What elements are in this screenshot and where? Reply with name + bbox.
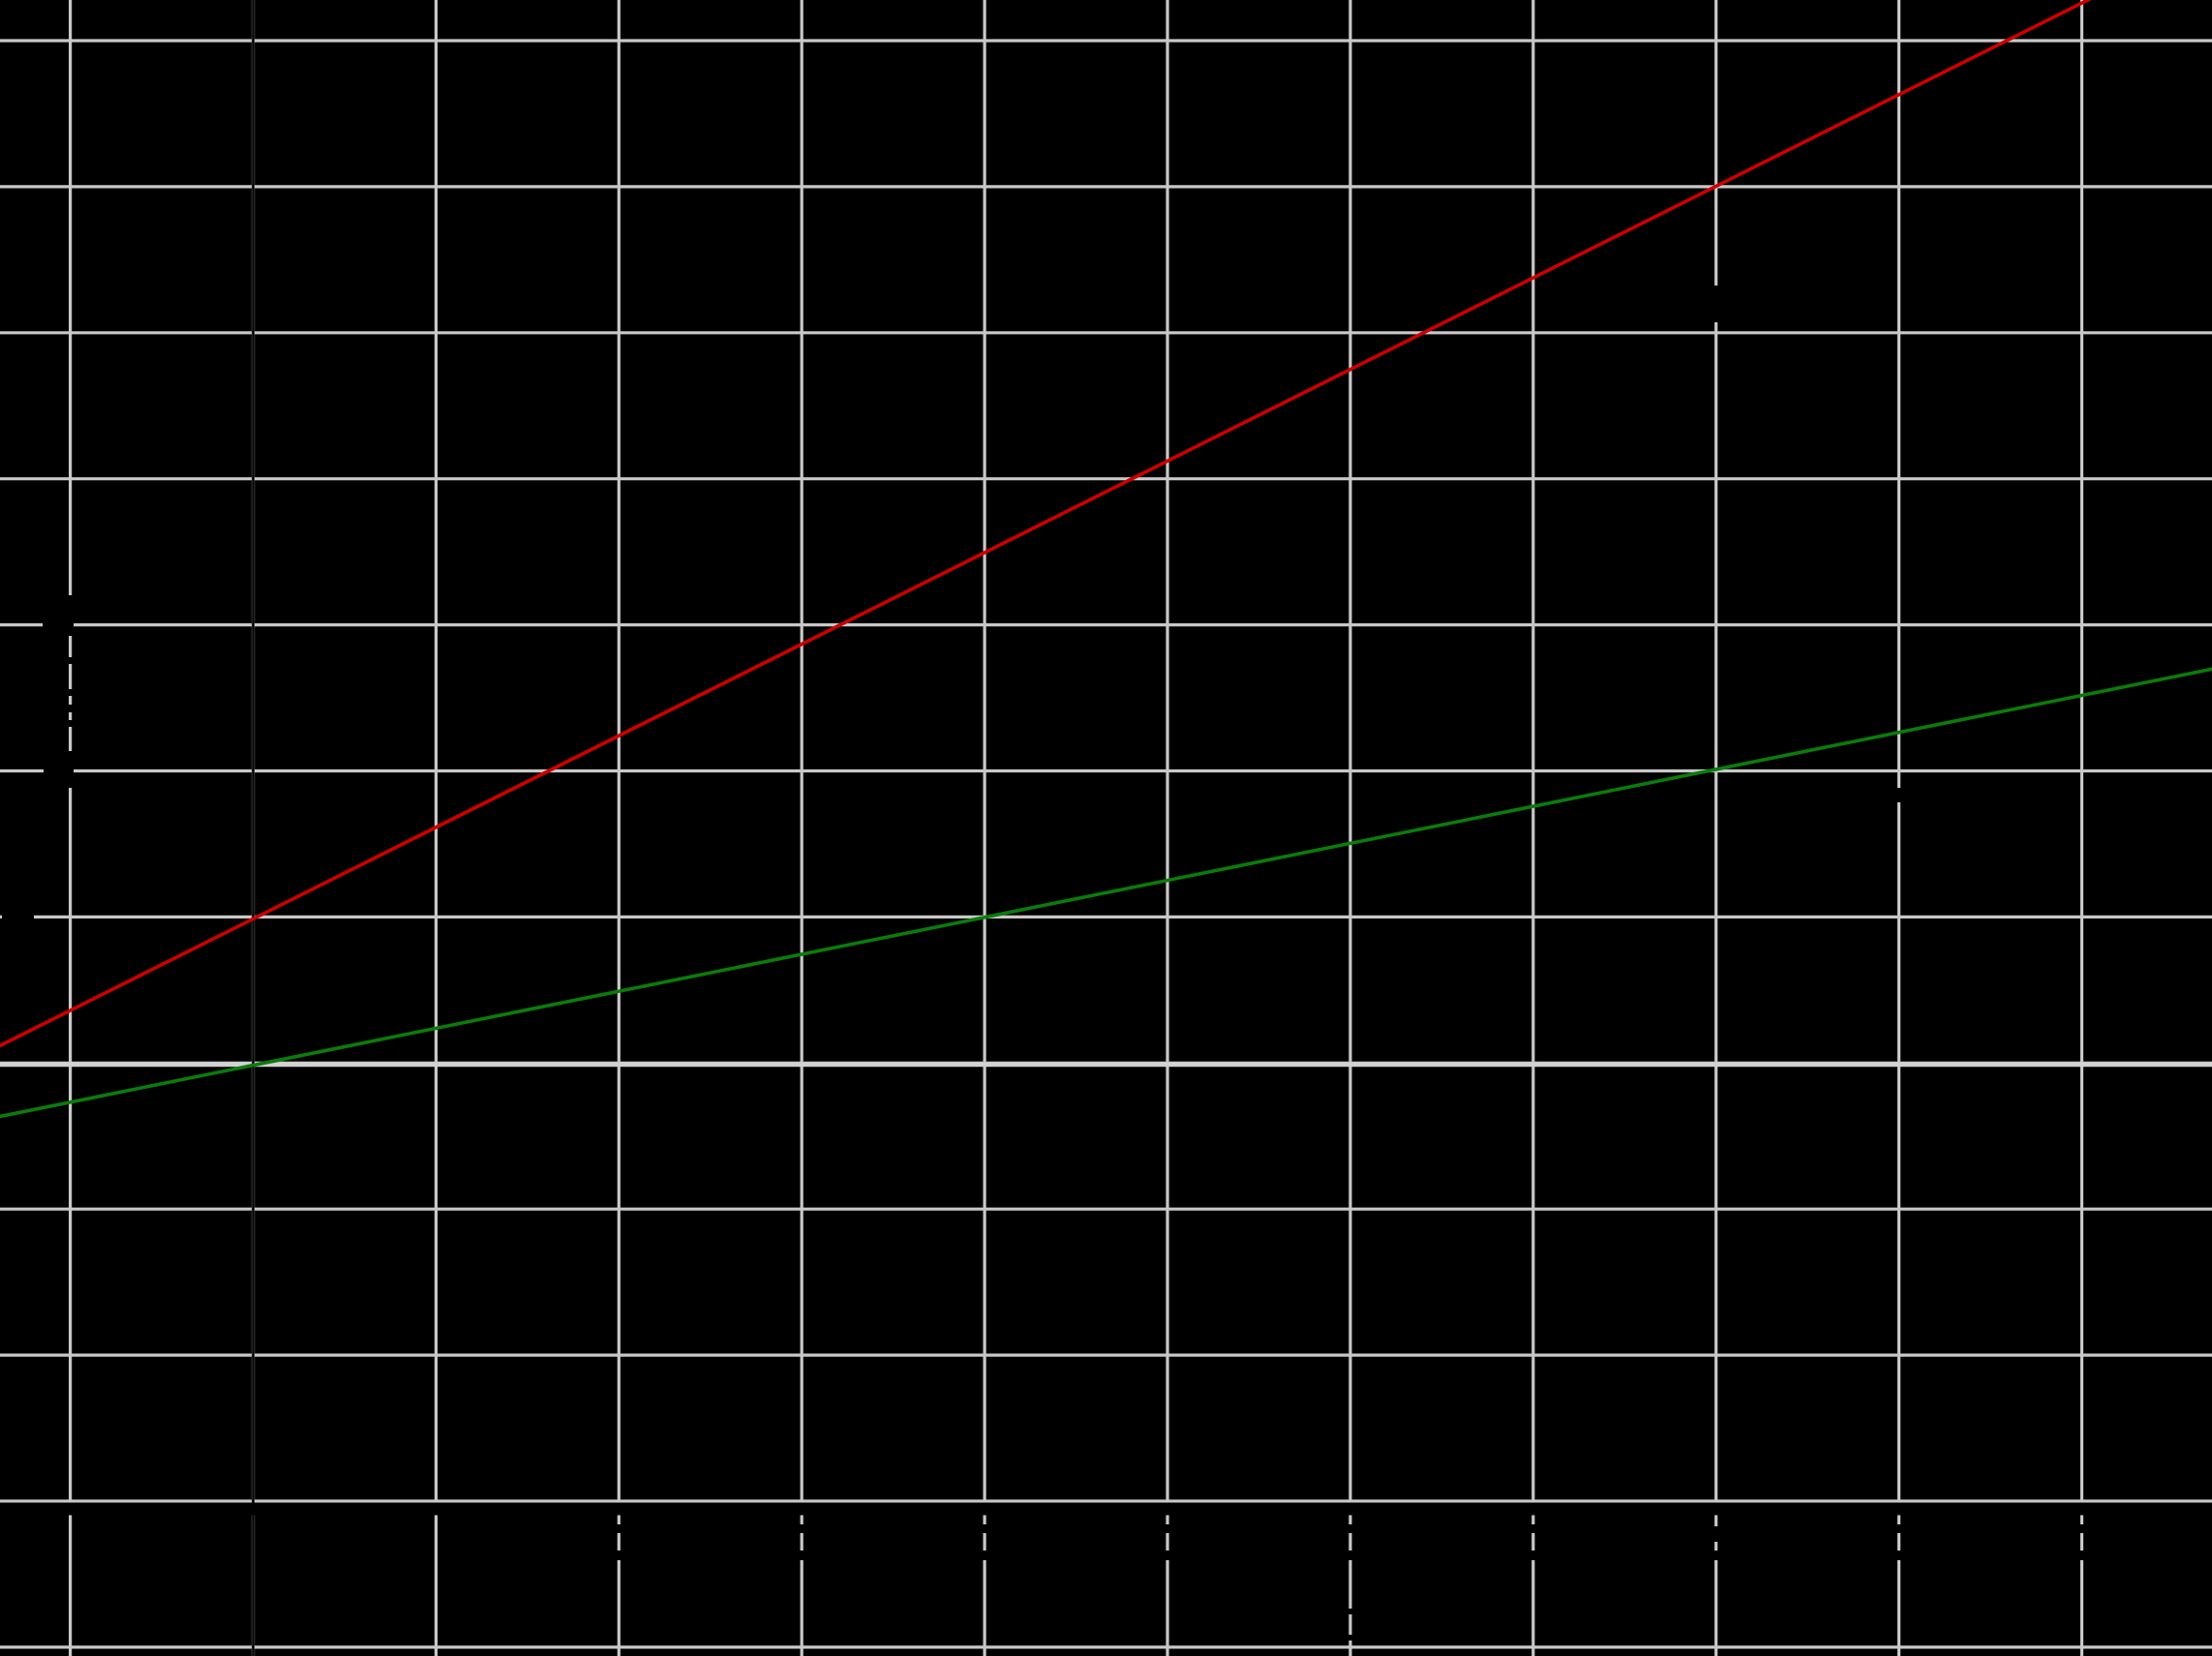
label-fragment [1530,1551,1537,1560]
label-fragment [2,914,34,922]
label-fragment [1712,286,1720,308]
label-fragment [798,1524,805,1533]
label-fragment [65,657,76,664]
label-fragment [2078,1524,2085,1533]
green-line [0,667,2212,1119]
label-fragment [615,1551,622,1560]
label-fragment [1712,1551,1720,1560]
label-fragment [1894,788,1904,802]
label-fragment [1164,1551,1171,1560]
label-fragment [1347,1609,1354,1614]
x-axis-tick [1713,1502,1718,1516]
label-fragment [1347,1551,1354,1560]
x-axis-tick [1348,1502,1352,1516]
label-fragment [1706,307,1720,322]
label-fragment [1530,1524,1537,1533]
label-fragment [1164,1524,1171,1533]
x-axis-tick [68,1502,73,1516]
x-axis-tick [1530,1502,1535,1516]
label-fragment [981,1524,988,1533]
label-fragment [65,705,76,712]
label-fragment [1895,1551,1903,1560]
label-fragment [981,1551,988,1560]
label-fragment [65,720,76,727]
x-axis-tick [434,1502,439,1516]
label-fragment [43,621,71,630]
label-fragment [1700,1526,1718,1542]
label-fragment [1895,1524,1903,1533]
x-axis-tick [1165,1502,1170,1516]
label-fragment [615,1524,622,1533]
label-fragment [44,768,72,776]
red-line [0,0,2092,1048]
x-axis-tick [2079,1502,2084,1516]
label-fragment [65,689,76,696]
x-axis-tick [800,1502,804,1516]
x-axis-tick [251,1502,256,1516]
label-fragment [798,1551,805,1560]
label-fragment [1347,1635,1354,1641]
label-fragment [1347,1524,1354,1533]
label-fragment [2078,1551,2085,1560]
x-axis-tick [617,1502,621,1516]
x-axis-tick [983,1502,987,1516]
x-axis-tick [1896,1502,1901,1516]
